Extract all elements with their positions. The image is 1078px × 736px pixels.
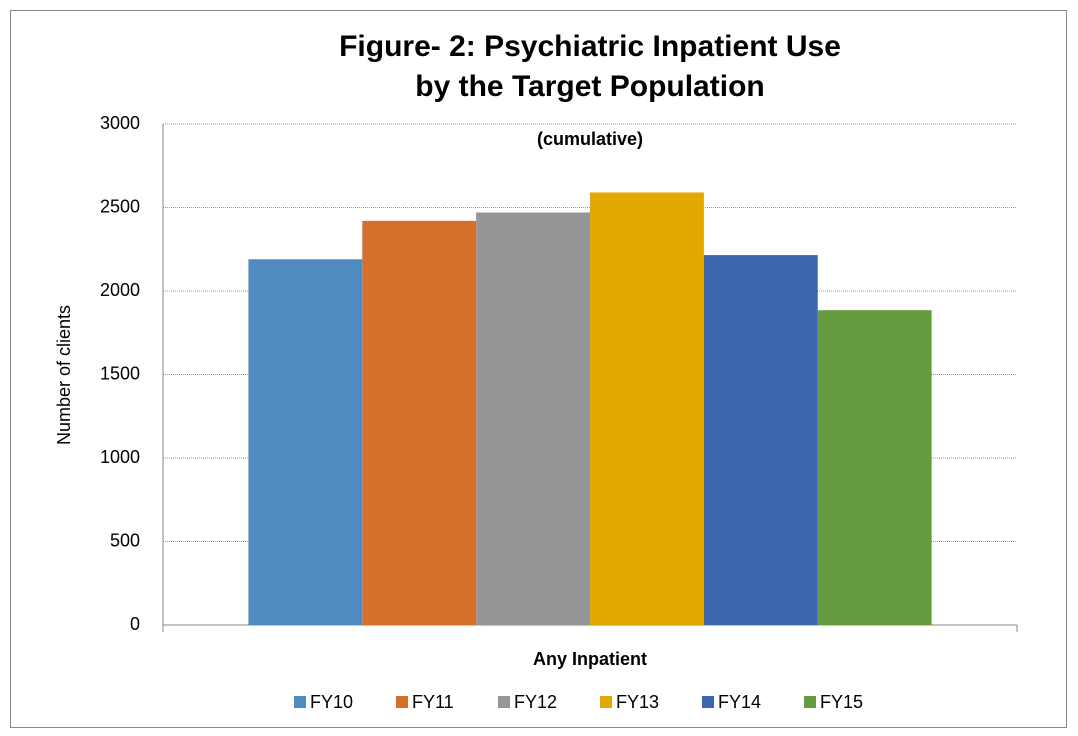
bar bbox=[703, 255, 818, 625]
legend-label: FY12 bbox=[514, 692, 557, 712]
x-tick-label: Any Inpatient bbox=[533, 649, 647, 669]
legend-label: FY15 bbox=[820, 692, 863, 712]
legend-label: FY13 bbox=[616, 692, 659, 712]
chart-subtitle: (cumulative) bbox=[537, 129, 643, 149]
bar bbox=[590, 192, 704, 625]
legend-label: FY14 bbox=[718, 692, 761, 712]
y-tick-label: 2000 bbox=[100, 280, 140, 300]
y-tick-label: 0 bbox=[130, 614, 140, 634]
legend-swatch bbox=[702, 696, 714, 708]
chart-title: by the Target Population bbox=[415, 70, 764, 103]
bar bbox=[817, 310, 932, 625]
legend-label: FY10 bbox=[310, 692, 353, 712]
y-tick-label: 3000 bbox=[100, 113, 140, 133]
y-axis-label: Number of clients bbox=[54, 305, 74, 445]
bar bbox=[476, 212, 590, 625]
chart-title: Figure- 2: Psychiatric Inpatient Use bbox=[339, 30, 841, 63]
legend-swatch bbox=[498, 696, 510, 708]
legend-label: FY11 bbox=[412, 692, 454, 712]
legend-swatch bbox=[396, 696, 408, 708]
legend-swatch bbox=[600, 696, 612, 708]
y-tick-label: 1500 bbox=[100, 363, 140, 383]
bar bbox=[248, 259, 363, 625]
y-tick-label: 2500 bbox=[100, 196, 140, 216]
bar bbox=[362, 220, 477, 626]
legend-swatch bbox=[294, 696, 306, 708]
y-tick-label: 500 bbox=[110, 530, 140, 550]
legend-swatch bbox=[804, 696, 816, 708]
y-tick-label: 1000 bbox=[100, 447, 140, 467]
